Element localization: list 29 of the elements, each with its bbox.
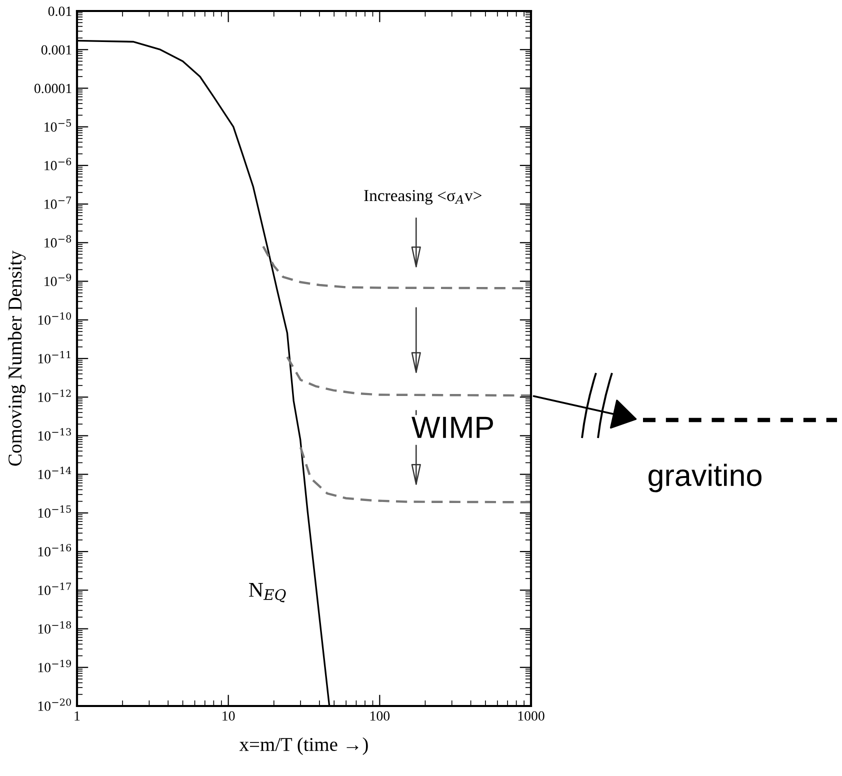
y-tick-label: 0.001: [41, 45, 72, 55]
y-tick-label: 10$^{−19}$: [38, 660, 72, 672]
y-tick-label: 10$^{−14}$: [38, 466, 72, 480]
y-tick-label: 0.0001: [34, 84, 72, 94]
y-tick-label: 10$^{−20}$: [38, 698, 72, 711]
x-tick-label: 1: [74, 711, 80, 720]
y-axis-title: Comoving Number Density: [8, 250, 26, 466]
x-tick-label: 10: [222, 711, 235, 721]
annotation: N$_{EQ}$: [249, 583, 286, 602]
annotation: WIMP: [412, 416, 493, 438]
y-tick-label: 10$^{−12}$: [38, 390, 71, 402]
y-tick-label: 10$^{−15}$: [38, 505, 71, 518]
y-tick-label: 10$^{−16}$: [38, 544, 72, 556]
y-tick-label: 10$^{−11}$: [38, 350, 70, 364]
x-tick-label: 1000: [518, 711, 544, 721]
y-tick-label: 10$^{−17}$: [38, 582, 71, 596]
y-tick-label: 10$^{−18}$: [38, 621, 72, 634]
y-tick-label: 10$^{−10}$: [38, 312, 72, 325]
x-tick-label: 100: [370, 711, 390, 721]
annotation: Increasing <σ$_{A}$v>: [364, 190, 482, 205]
y-tick-label: 10$^{−5}$: [44, 119, 71, 132]
y-tick-label: 10$^{−13}$: [38, 428, 71, 441]
y-tick-label: 10$^{−9}$: [44, 274, 72, 286]
y-tick-label: 10$^{−7}$: [44, 196, 72, 209]
text: gravitino: [648, 464, 762, 492]
y-tick-label: 10$^{−6}$: [44, 158, 72, 170]
y-tick-label: 0.01: [48, 6, 72, 16]
y-tick-label: 10$^{−8}$: [44, 235, 72, 248]
x-axis-title: x=m/T (time →): [239, 737, 368, 755]
